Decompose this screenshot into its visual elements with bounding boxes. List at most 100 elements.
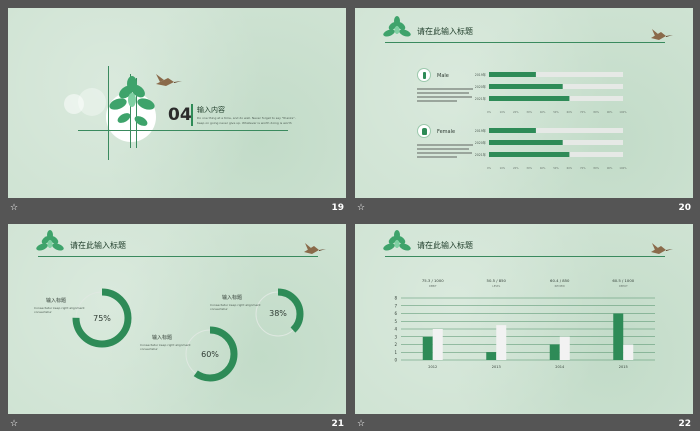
bar — [489, 140, 563, 145]
star-icon: ☆ — [357, 419, 366, 429]
group-desc — [417, 88, 477, 102]
column-header-value: 50.5 / 850 — [487, 278, 507, 283]
title-underline — [385, 42, 665, 43]
x-tick-label: 2014 — [555, 365, 565, 369]
axis-tick-label: 90% — [607, 166, 613, 170]
group-label-male: Male — [437, 73, 449, 79]
axis-tick-label: 60% — [567, 110, 573, 114]
column-bar — [623, 344, 634, 360]
y-tick-label: 7 — [394, 303, 397, 308]
bar-category-label: 2021年 — [475, 96, 487, 101]
bar — [489, 84, 563, 89]
bar-category-label: 2020年 — [475, 84, 487, 89]
y-tick-label: 2 — [394, 342, 397, 347]
decor-circle — [78, 88, 106, 116]
plant-icon — [383, 230, 411, 251]
ring-desc: Consectetur keep right alignment consect… — [140, 343, 191, 351]
column-bar — [432, 329, 443, 360]
bar-track — [489, 128, 623, 133]
slide-thumbnail-19[interactable]: 04 输入内容 Do one thing at a time, and do w… — [8, 8, 346, 218]
slide-title: 请在此输入标题 — [70, 241, 126, 250]
column-bar — [613, 313, 624, 360]
axis-tick-label: 90% — [607, 110, 613, 114]
y-tick-label: 5 — [394, 319, 397, 324]
slide-caption: ☆ 19 — [8, 201, 346, 217]
star-icon: ☆ — [10, 419, 19, 429]
axis-tick-label: 40% — [540, 166, 546, 170]
bar — [489, 96, 570, 101]
axis-tick-label: 30% — [526, 166, 532, 170]
ring-desc: Consectetur keep right alignment consect… — [34, 306, 85, 314]
y-tick-label: 0 — [394, 358, 397, 363]
group-label-female: Female — [437, 129, 456, 135]
bar-category-label: 2019年 — [475, 128, 487, 133]
divider-line — [108, 66, 109, 160]
slide-caption: ☆ 20 — [355, 201, 693, 217]
axis-tick-label: 60% — [567, 166, 573, 170]
axis-tick-label: 20% — [513, 110, 519, 114]
star-icon: ☆ — [10, 203, 19, 213]
slide-thumbnail-20[interactable]: 请在此输入标题 Male Female — [355, 8, 693, 218]
male-icon — [417, 68, 431, 82]
hummingbird-icon — [304, 243, 326, 254]
column-header-value: 75.3 / 1000 — [422, 278, 444, 283]
column-header-sub: REVIEW — [555, 284, 566, 288]
plant-icon — [383, 16, 411, 37]
column-header-sub: DEPOT — [619, 284, 628, 288]
axis-tick-label: 10% — [500, 166, 506, 170]
female-icon — [417, 124, 431, 138]
slide-caption: ☆ 22 — [355, 417, 693, 431]
column-header-value: 60.5 / 1000 — [612, 278, 634, 283]
column-header-sub: LEVEL — [492, 284, 500, 288]
title-underline — [385, 256, 665, 257]
axis-tick-label: 100% — [619, 166, 627, 170]
slide-22-canvas: 请在此输入标题 0 1 2 3 4 5 6 7 8 2012 75.3 / 1000 DEBIT 201… — [355, 224, 693, 414]
slide-number: 20 — [678, 203, 691, 213]
y-tick-label: 8 — [394, 296, 397, 301]
title-underline — [38, 256, 318, 257]
bar — [489, 128, 536, 133]
slide-thumbnail-21[interactable]: 请在此输入标题 输入标题 Consectetur keep right alig… — [8, 224, 346, 431]
slide-20-canvas: 请在此输入标题 Male Female — [355, 8, 693, 198]
decor-circle — [64, 94, 84, 114]
divider-line — [136, 78, 137, 148]
y-tick-label: 3 — [394, 334, 397, 339]
group-desc — [417, 144, 477, 158]
divider-line — [78, 130, 288, 131]
bar-category-label: 2020年 — [475, 140, 487, 145]
slide-19-canvas: 04 输入内容 Do one thing at a time, and do w… — [8, 8, 346, 198]
slide-thumbnail-22[interactable]: 请在此输入标题 0 1 2 3 4 5 6 7 8 2012 75.3 / 1000 DEBIT 201… — [355, 224, 693, 431]
x-tick-label: 2013 — [492, 365, 501, 369]
ring-arc — [252, 288, 304, 340]
y-tick-label: 1 — [394, 350, 397, 355]
column-bar — [559, 336, 570, 360]
horizontal-bar-chart: 2019年 2020年 2021年 0% 10% 20% 30% 40% 50% 60% 70% 80… — [475, 72, 627, 170]
ring-arc — [72, 288, 132, 348]
ring-arc — [182, 326, 238, 382]
axis-tick-label: 80% — [593, 110, 599, 114]
plant-icon — [36, 230, 64, 251]
section-body-line: Keep on going never give up. Whatever is… — [197, 121, 292, 125]
section-number-bar — [191, 104, 193, 126]
axis-tick-label: 0% — [487, 166, 492, 170]
ring-label: 输入标题 — [46, 298, 67, 304]
bar-track — [489, 72, 623, 77]
ring-label: 输入标题 — [152, 335, 173, 341]
axis-tick-label: 80% — [593, 166, 599, 170]
axis-tick-label: 70% — [580, 166, 586, 170]
ring-percent: 60% — [201, 350, 219, 359]
column-header-sub: DEBIT — [429, 284, 437, 288]
axis-tick-label: 10% — [500, 110, 506, 114]
ring-desc: Consectetur keep right alignment consect… — [210, 303, 261, 311]
axis-tick-label: 30% — [526, 110, 532, 114]
y-tick-label: 4 — [394, 327, 397, 332]
slide-number: 22 — [678, 419, 691, 429]
slide-title: 请在此输入标题 — [417, 241, 473, 250]
hummingbird-icon — [651, 29, 673, 40]
bar — [489, 72, 536, 77]
slide-number: 21 — [331, 419, 344, 429]
slide-21-canvas: 请在此输入标题 输入标题 Consectetur keep right alig… — [8, 224, 346, 414]
axis-tick-label: 20% — [513, 166, 519, 170]
section-body-line: Do one thing at a time, and do well. Nev… — [197, 116, 296, 120]
ring-label: 输入标题 — [222, 295, 243, 301]
